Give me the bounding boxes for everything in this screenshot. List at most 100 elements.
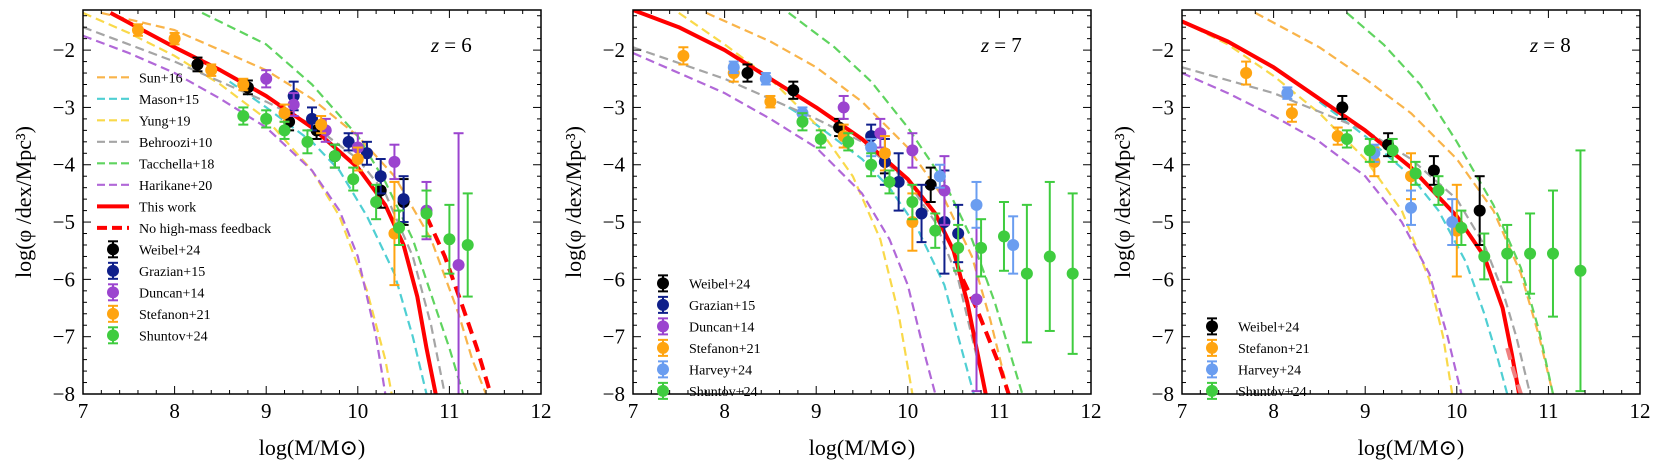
x-tick-label: 10 — [1446, 399, 1467, 423]
curve-sun-16 — [101, 11, 488, 394]
point-weibel-24 — [787, 84, 800, 97]
point-stefanon-21 — [764, 95, 777, 108]
redshift-value: = 7 — [994, 33, 1022, 57]
legend-label-tacchella-18: Tacchella+18 — [139, 157, 214, 172]
legend-marker-grazian-15 — [657, 298, 669, 311]
redshift-symbol: z — [430, 33, 439, 57]
point-shuntov-24 — [237, 110, 250, 123]
point-stefanon-21 — [205, 64, 218, 77]
legend-marker-grazian-15 — [107, 264, 119, 277]
legend-marker-shuntov-24 — [107, 329, 119, 342]
x-tick-label: 8 — [169, 399, 180, 423]
x-tick-label: 12 — [1630, 399, 1651, 423]
point-harvey-24 — [970, 198, 983, 211]
curve-this-work — [1182, 19, 1522, 394]
point-harvey-24 — [1405, 201, 1417, 214]
y-axis-label: log(φ /dex/Mpc³) — [1110, 126, 1135, 278]
y-tick-label: −3 — [53, 95, 75, 119]
legend-label-behroozi-10: Behroozi+10 — [139, 136, 212, 151]
point-shuntov-24 — [1043, 250, 1056, 263]
x-tick-label: 12 — [1081, 399, 1102, 423]
legend-marker-shuntov-24 — [1206, 384, 1218, 397]
point-shuntov-24 — [814, 132, 827, 145]
point-grazian-15 — [306, 112, 318, 125]
point-stefanon-21 — [878, 147, 891, 160]
curve-yung-19 — [678, 11, 914, 394]
legend-marker-harvey-24 — [1206, 363, 1218, 376]
point-grazian-15 — [915, 207, 928, 220]
x-tick-label: 11 — [1538, 399, 1558, 423]
curve-harikane-20 — [1182, 71, 1463, 394]
x-tick-label: 11 — [439, 399, 459, 423]
x-tick-label: 12 — [531, 399, 552, 423]
point-shuntov-24 — [1386, 144, 1399, 157]
point-shuntov-24 — [1574, 264, 1587, 277]
point-stefanon-21 — [131, 24, 144, 37]
redshift-value: = 8 — [1543, 33, 1571, 57]
point-shuntov-24 — [1409, 167, 1422, 180]
legend-label-stefanon-21: Stefanon+21 — [1238, 342, 1310, 357]
data-points — [131, 23, 474, 394]
plot-frame — [632, 9, 1092, 395]
point-stefanon-21 — [1285, 107, 1298, 120]
point-duncan-14 — [837, 101, 850, 114]
legend-label-shuntov-24: Shuntov+24 — [1238, 385, 1307, 400]
point-duncan-14 — [906, 144, 919, 157]
data-points — [1240, 60, 1587, 393]
point-shuntov-24 — [1455, 221, 1468, 234]
point-harvey-24 — [1281, 87, 1294, 100]
point-shuntov-24 — [1340, 132, 1353, 145]
point-shuntov-24 — [370, 196, 383, 208]
x-tick-label: 7 — [78, 399, 89, 423]
point-shuntov-24 — [260, 112, 273, 125]
y-tick-label: −3 — [603, 95, 625, 119]
x-tick-label: 7 — [1177, 399, 1188, 423]
point-duncan-14 — [452, 259, 465, 272]
point-shuntov-24 — [347, 173, 360, 186]
legend-label-harvey-24: Harvey+24 — [1238, 363, 1301, 378]
x-tick-label: 9 — [1360, 399, 1371, 423]
point-shuntov-24 — [997, 230, 1010, 243]
point-shuntov-24 — [420, 207, 433, 220]
curve-sun-16 — [1254, 11, 1555, 394]
point-grazian-15 — [892, 175, 905, 188]
legend-marker-duncan-14 — [657, 320, 669, 333]
y-tick-label: −8 — [53, 382, 75, 406]
point-shuntov-24 — [865, 158, 878, 171]
curve-mason-15 — [788, 106, 975, 394]
panel-z8: 7 8 9 10 11 12 −8 −7 −6 −5 −4 −3 −2 log(M/M⊙) log(φ /d… — [1110, 9, 1651, 460]
y-axis-label: log(φ /dex/Mpc³) — [561, 126, 586, 278]
point-shuntov-24 — [461, 238, 474, 251]
x-tick-label: 8 — [719, 399, 730, 423]
panel-z7: 7 8 9 10 11 12 −8 −7 −6 −5 −4 −3 −2 log(M/M⊙) log(φ /d… — [561, 9, 1102, 460]
legend-marker-duncan-14 — [107, 286, 119, 299]
legend-label-this-work: This work — [139, 200, 196, 215]
curve-mason-15 — [1318, 100, 1509, 394]
x-tick-label: 10 — [897, 399, 918, 423]
legend-label-weibel-24: Weibel+24 — [139, 243, 200, 258]
point-shuntov-24 — [443, 233, 456, 246]
y-tick-label: −8 — [603, 382, 625, 406]
y-tick-label: −4 — [1152, 153, 1175, 177]
y-tick-label: −5 — [53, 210, 75, 234]
point-duncan-14 — [287, 98, 300, 111]
legend-label-duncan-14: Duncan+14 — [139, 286, 204, 301]
y-tick-label: −8 — [1152, 382, 1174, 406]
legend-marker-weibel-24 — [107, 243, 119, 256]
legend-label-weibel-24: Weibel+24 — [1238, 320, 1299, 335]
x-axis-label: log(M/M⊙) — [259, 435, 365, 460]
y-tick-label: −4 — [53, 153, 76, 177]
point-duncan-14 — [388, 155, 401, 168]
point-grazian-15 — [342, 135, 355, 148]
y-tick-label: −7 — [603, 325, 625, 349]
point-shuntov-24 — [278, 124, 291, 137]
y-tick-label: −2 — [53, 38, 75, 62]
y-tick-label: −3 — [1152, 95, 1174, 119]
point-shuntov-24 — [1478, 250, 1491, 263]
legend-marker-weibel-24 — [657, 277, 669, 290]
legend-label-grazian-15: Grazian+15 — [139, 265, 205, 280]
point-shuntov-24 — [1066, 267, 1079, 280]
redshift-symbol: z — [980, 33, 989, 57]
legend-marker-stefanon-21 — [107, 307, 119, 320]
y-tick-label: −7 — [1152, 325, 1174, 349]
